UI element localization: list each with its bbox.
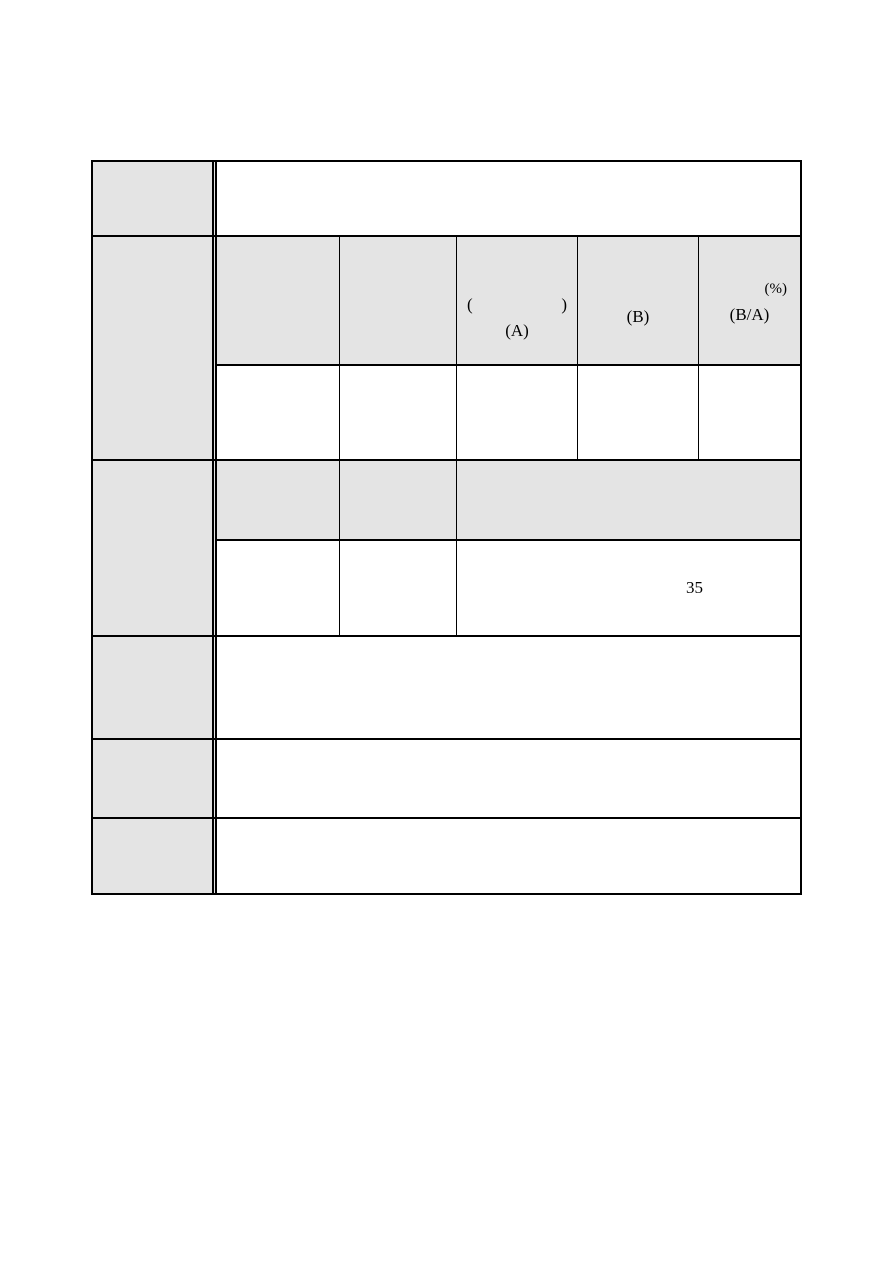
- row-header-cell-2: [93, 237, 217, 461]
- measure-value-cell: 35: [457, 541, 800, 637]
- data-cell-rate: [699, 366, 800, 461]
- row-header-cell-6: [93, 819, 217, 893]
- form-table: ( ) (A) (B) (%) (B/A) 35: [91, 160, 802, 895]
- content-cell-section-6: [217, 819, 800, 893]
- measure-header-cell-1: [217, 461, 340, 541]
- rate-unit-label: (%): [764, 281, 788, 297]
- subheader-cell-2: [340, 237, 457, 366]
- subheader-cell-rate: (%) (B/A): [699, 237, 800, 366]
- code-b-label: (B): [626, 307, 650, 326]
- paren-open: (: [467, 295, 473, 314]
- code-a-label: (A): [505, 321, 529, 340]
- paren-close: ): [561, 295, 567, 314]
- measure-data-cell-1: [217, 541, 340, 637]
- measure-value: 35: [686, 578, 703, 597]
- measure-header-cell-2: [340, 461, 457, 541]
- subheader-cell-amount-b: (B): [578, 237, 699, 366]
- row-header-cell-1: [93, 162, 217, 237]
- data-cell-2: [340, 366, 457, 461]
- data-cell-1: [217, 366, 340, 461]
- content-cell-section-5: [217, 740, 800, 819]
- subheader-paren-line: ( ): [457, 292, 577, 318]
- content-cell-section-4: [217, 637, 800, 740]
- row-header-cell-4: [93, 637, 217, 740]
- title-value-cell: [217, 162, 800, 237]
- row-header-cell-5: [93, 740, 217, 819]
- subheader-cell-amount-a: ( ) (A): [457, 237, 578, 366]
- data-cell-amount-b: [578, 366, 699, 461]
- row-header-cell-3: [93, 461, 217, 637]
- code-ba-label: (B/A): [729, 305, 770, 324]
- measure-header-cell-wide: [457, 461, 800, 541]
- subheader-cell-1: [217, 237, 340, 366]
- measure-data-cell-2: [340, 541, 457, 637]
- double-border-line: [212, 162, 214, 893]
- data-cell-amount-a: [457, 366, 578, 461]
